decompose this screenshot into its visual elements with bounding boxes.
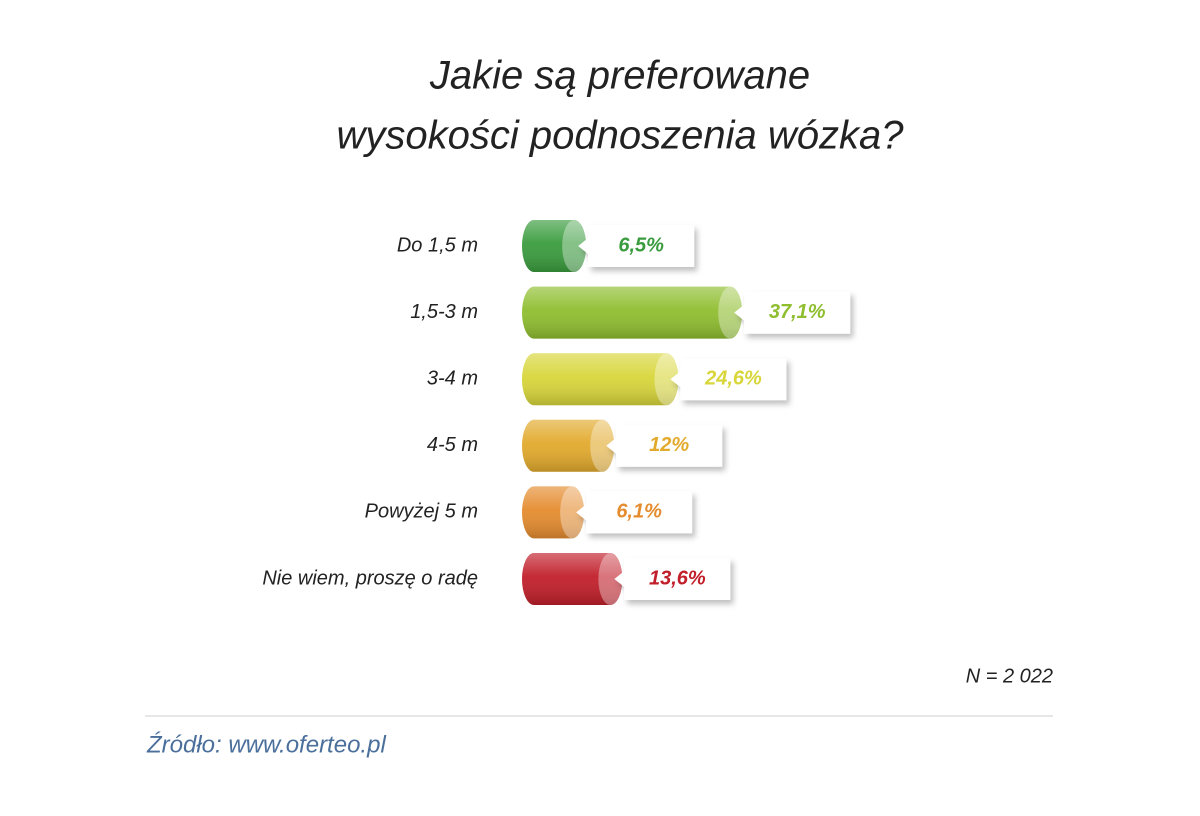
bar-shade	[522, 353, 679, 406]
value-label: 6,1%	[616, 501, 662, 523]
bar-shade	[522, 419, 615, 472]
bar-cap	[590, 419, 615, 472]
bar-shade	[522, 220, 587, 272]
callout	[734, 291, 851, 334]
category-label: 3-4 m	[427, 367, 478, 389]
bar-cap	[598, 553, 623, 605]
bar-shade	[522, 553, 623, 605]
callout	[576, 491, 693, 534]
value-label: 24,6%	[704, 367, 762, 389]
bar-shade	[522, 486, 585, 539]
callout	[606, 424, 723, 467]
callout	[614, 558, 731, 600]
bar-cap	[718, 286, 743, 339]
callout	[670, 358, 787, 401]
value-label: 37,1%	[769, 301, 826, 323]
callout	[578, 225, 695, 267]
bar-shade	[522, 286, 743, 339]
category-label: Powyżej 5 m	[365, 501, 478, 523]
bar-cap	[654, 353, 679, 406]
bar-cap	[560, 486, 585, 539]
category-label: Nie wiem, proszę o radę	[262, 567, 478, 589]
category-label: Do 1,5 m	[397, 234, 478, 256]
value-label: 13,6%	[649, 567, 706, 589]
value-label: 12%	[649, 434, 689, 456]
chart-title: wysokości podnoszenia wózka?	[337, 114, 905, 158]
value-label: 6,5%	[618, 234, 664, 256]
bar-cap	[562, 220, 587, 272]
source: Źródło: www.oferteo.pl	[146, 731, 386, 758]
sample-note: N = 2 022	[966, 665, 1053, 687]
chart-title: Jakie są preferowane	[429, 54, 810, 98]
category-label: 4-5 m	[427, 434, 478, 456]
category-label: 1,5-3 m	[410, 301, 478, 323]
